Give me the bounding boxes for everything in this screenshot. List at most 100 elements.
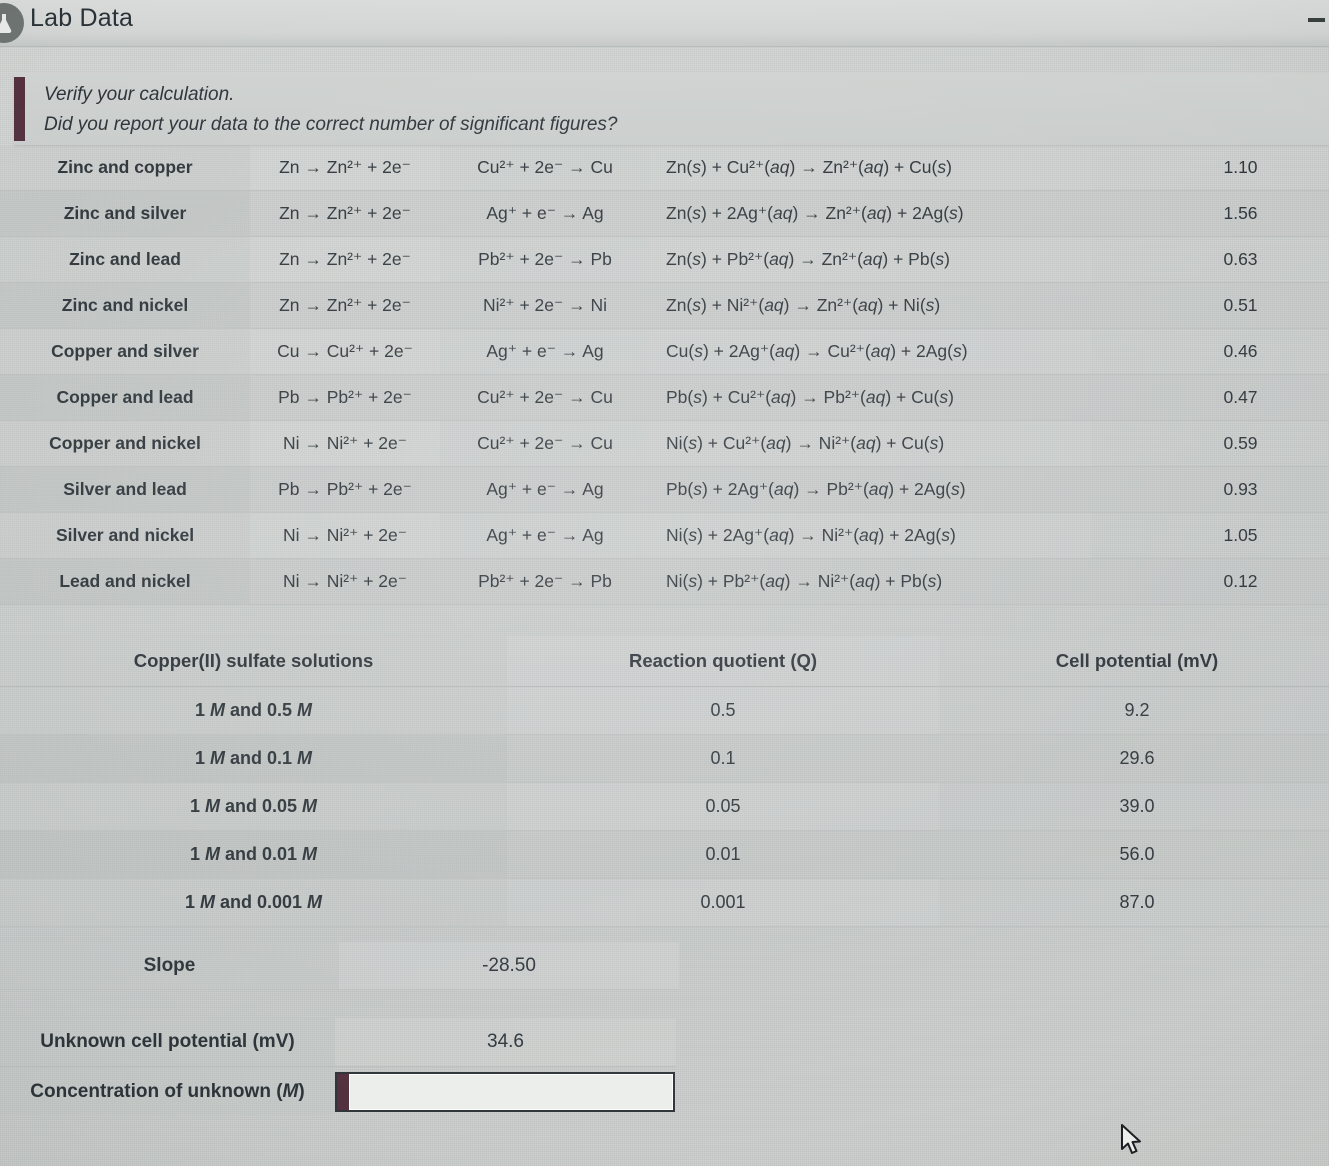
cell-reduction-half-reaction: Cu²⁺ + 2e⁻ → Cu (440, 145, 650, 191)
cell-reaction-quotient: 0.5 (507, 686, 939, 735)
cell-net-reaction: Pb(s) + 2Ag⁺(aq) → Pb²⁺(aq) + 2Ag(s) (650, 466, 1091, 513)
table-row: Copper and lead Pb → Pb²⁺ + 2e⁻ Cu²⁺ + 2e⁻… (0, 374, 1329, 421)
cell-solutions: 1 M and 0.1 M (0, 734, 507, 783)
slope-value[interactable]: -28.50 (339, 942, 679, 990)
cell-reduction-half-reaction: Ni²⁺ + 2e⁻ → Ni (440, 282, 650, 329)
table-row: Copper and nickel Ni → Ni²⁺ + 2e⁻ Cu²⁺ + 2… (0, 420, 1329, 467)
cell-reaction-quotient: 0.01 (507, 830, 939, 879)
unknown-section: Unknown cell potential (mV) 34.6 Concent… (0, 1018, 676, 1117)
table-row: 1 M and 0.001 M 0.001 87.0 (0, 878, 1329, 927)
unknown-potential-label: Unknown cell potential (mV) (0, 1018, 335, 1066)
cell-metal-pair: Copper and nickel (0, 420, 250, 467)
col-header-reaction-quotient: Reaction quotient (Q) (507, 636, 939, 687)
cell-reduction-half-reaction: Ag⁺ + e⁻ → Ag (440, 190, 650, 237)
cell-reduction-half-reaction: Cu²⁺ + 2e⁻ → Cu (440, 420, 650, 467)
cell-reduction-half-reaction: Ag⁺ + e⁻ → Ag (440, 512, 650, 559)
input-accent-bar (337, 1074, 349, 1110)
table-row: Zinc and lead Zn → Zn²⁺ + 2e⁻ Pb²⁺ + 2e⁻ →… (0, 236, 1329, 283)
concentration-input-field[interactable] (349, 1074, 673, 1110)
table-row: Zinc and silver Zn → Zn²⁺ + 2e⁻ Ag⁺ + e⁻ →… (0, 190, 1329, 237)
cell-oxidation-half-reaction: Cu → Cu²⁺ + 2e⁻ (250, 328, 440, 375)
alert-accent-bar (14, 77, 25, 141)
cell-reduction-half-reaction: Ag⁺ + e⁻ → Ag (440, 466, 650, 513)
concentration-of-unknown-input[interactable] (335, 1072, 675, 1112)
cell-cell-potential: 29.6 (939, 734, 1329, 783)
table-row: Zinc and copper Zn → Zn²⁺ + 2e⁻ Cu²⁺ + 2e⁻… (0, 145, 1329, 191)
cell-oxidation-half-reaction: Ni → Ni²⁺ + 2e⁻ (250, 512, 440, 559)
cell-cell-potential: 39.0 (939, 782, 1329, 831)
cell-potential-value: 0.46 (1091, 328, 1329, 375)
cell-metal-pair: Zinc and silver (0, 190, 250, 237)
unknown-concentration-label: Concentration of unknown (M) (0, 1068, 335, 1116)
flask-icon (0, 3, 24, 43)
cell-metal-pair: Zinc and nickel (0, 282, 250, 329)
cell-oxidation-half-reaction: Zn → Zn²⁺ + 2e⁻ (250, 236, 440, 283)
minimize-button[interactable] (1308, 18, 1325, 22)
cell-reduction-half-reaction: Ag⁺ + e⁻ → Ag (440, 328, 650, 375)
table-row: Lead and nickel Ni → Ni²⁺ + 2e⁻ Pb²⁺ + 2e⁻… (0, 558, 1329, 605)
cell-solutions: 1 M and 0.05 M (0, 782, 507, 831)
slope-table: Slope -28.50 (0, 942, 679, 990)
cell-net-reaction: Ni(s) + Pb²⁺(aq) → Ni²⁺(aq) + Pb(s) (650, 558, 1091, 605)
cell-metal-pair: Copper and silver (0, 328, 250, 375)
cell-cell-potential: 9.2 (939, 686, 1329, 735)
cell-solutions: 1 M and 0.001 M (0, 878, 507, 927)
unknown-potential-value[interactable]: 34.6 (335, 1018, 676, 1066)
cell-net-reaction: Cu(s) + 2Ag⁺(aq) → Cu²⁺(aq) + 2Ag(s) (650, 328, 1091, 375)
cell-oxidation-half-reaction: Ni → Ni²⁺ + 2e⁻ (250, 420, 440, 467)
cell-net-reaction: Pb(s) + Cu²⁺(aq) → Pb²⁺(aq) + Cu(s) (650, 374, 1091, 421)
cell-potential-value: 1.10 (1091, 145, 1329, 191)
cell-potential-value: 0.59 (1091, 420, 1329, 467)
table-row: Zinc and nickel Zn → Zn²⁺ + 2e⁻ Ni²⁺ + 2e⁻… (0, 282, 1329, 329)
cell-reaction-quotient: 0.05 (507, 782, 939, 831)
cell-oxidation-half-reaction: Zn → Zn²⁺ + 2e⁻ (250, 190, 440, 237)
cell-reaction-quotient: 0.1 (507, 734, 939, 783)
cell-net-reaction: Zn(s) + Ni²⁺(aq) → Zn²⁺(aq) + Ni(s) (650, 282, 1091, 329)
cell-metal-pair: Lead and nickel (0, 558, 250, 605)
page-title: Lab Data (30, 4, 134, 32)
cell-solutions: 1 M and 0.01 M (0, 830, 507, 879)
cell-solutions: 1 M and 0.5 M (0, 686, 507, 735)
col-header-cell-potential: Cell potential (mV) (939, 636, 1329, 687)
cell-potential-value: 0.63 (1091, 236, 1329, 283)
cell-reaction-quotient: 0.001 (507, 878, 939, 927)
alert-line-2: Did you report your data to the correct … (44, 114, 618, 135)
cell-oxidation-half-reaction: Zn → Zn²⁺ + 2e⁻ (250, 282, 440, 329)
table-row: 1 M and 0.1 M 0.1 29.6 (0, 734, 1329, 783)
cell-oxidation-half-reaction: Zn → Zn²⁺ + 2e⁻ (250, 145, 440, 191)
cell-metal-pair: Silver and nickel (0, 512, 250, 559)
cell-reduction-half-reaction: Pb²⁺ + 2e⁻ → Pb (440, 558, 650, 605)
table-row: 1 M and 0.05 M 0.05 39.0 (0, 782, 1329, 831)
cell-oxidation-half-reaction: Pb → Pb²⁺ + 2e⁻ (250, 374, 440, 421)
cell-oxidation-half-reaction: Ni → Ni²⁺ + 2e⁻ (250, 558, 440, 605)
concentration-table-header-row: Copper(II) sulfate solutions Reaction qu… (0, 636, 1329, 687)
cell-metal-pair: Silver and lead (0, 466, 250, 513)
cell-potential-value: 0.93 (1091, 466, 1329, 513)
cell-reduction-half-reaction: Cu²⁺ + 2e⁻ → Cu (440, 374, 650, 421)
cell-cell-potential: 87.0 (939, 878, 1329, 927)
cell-potential-value: 0.51 (1091, 282, 1329, 329)
table-row: Slope -28.50 (0, 942, 679, 990)
cell-reduction-half-reaction: Pb²⁺ + 2e⁻ → Pb (440, 236, 650, 283)
reaction-table: Zinc and copper Zn → Zn²⁺ + 2e⁻ Cu²⁺ + 2e⁻… (0, 145, 1329, 605)
slope-label: Slope (0, 942, 339, 990)
cell-cell-potential: 56.0 (939, 830, 1329, 879)
alert-line-1: Verify your calculation. (44, 84, 235, 105)
cell-potential-value: 1.05 (1091, 512, 1329, 559)
cell-net-reaction: Zn(s) + 2Ag⁺(aq) → Zn²⁺(aq) + 2Ag(s) (650, 190, 1091, 237)
window-title-bar: Lab Data (0, 0, 1329, 47)
cell-net-reaction: Ni(s) + Cu²⁺(aq) → Ni²⁺(aq) + Cu(s) (650, 420, 1091, 467)
table-row: Silver and nickel Ni → Ni²⁺ + 2e⁻ Ag⁺ + e⁻… (0, 512, 1329, 559)
unknown-concentration-row: Concentration of unknown (M) (0, 1067, 676, 1117)
cell-net-reaction: Zn(s) + Pb²⁺(aq) → Zn²⁺(aq) + Pb(s) (650, 236, 1091, 283)
concentration-table: Copper(II) sulfate solutions Reaction qu… (0, 636, 1329, 927)
cell-metal-pair: Zinc and copper (0, 145, 250, 191)
table-row: 1 M and 0.01 M 0.01 56.0 (0, 830, 1329, 879)
cell-net-reaction: Ni(s) + 2Ag⁺(aq) → Ni²⁺(aq) + 2Ag(s) (650, 512, 1091, 559)
cell-net-reaction: Zn(s) + Cu²⁺(aq) → Zn²⁺(aq) + Cu(s) (650, 145, 1091, 191)
cell-potential-value: 0.12 (1091, 558, 1329, 605)
cell-potential-value: 0.47 (1091, 374, 1329, 421)
cell-oxidation-half-reaction: Pb → Pb²⁺ + 2e⁻ (250, 466, 440, 513)
table-row: Silver and lead Pb → Pb²⁺ + 2e⁻ Ag⁺ + e⁻ →… (0, 466, 1329, 513)
cell-metal-pair: Copper and lead (0, 374, 250, 421)
